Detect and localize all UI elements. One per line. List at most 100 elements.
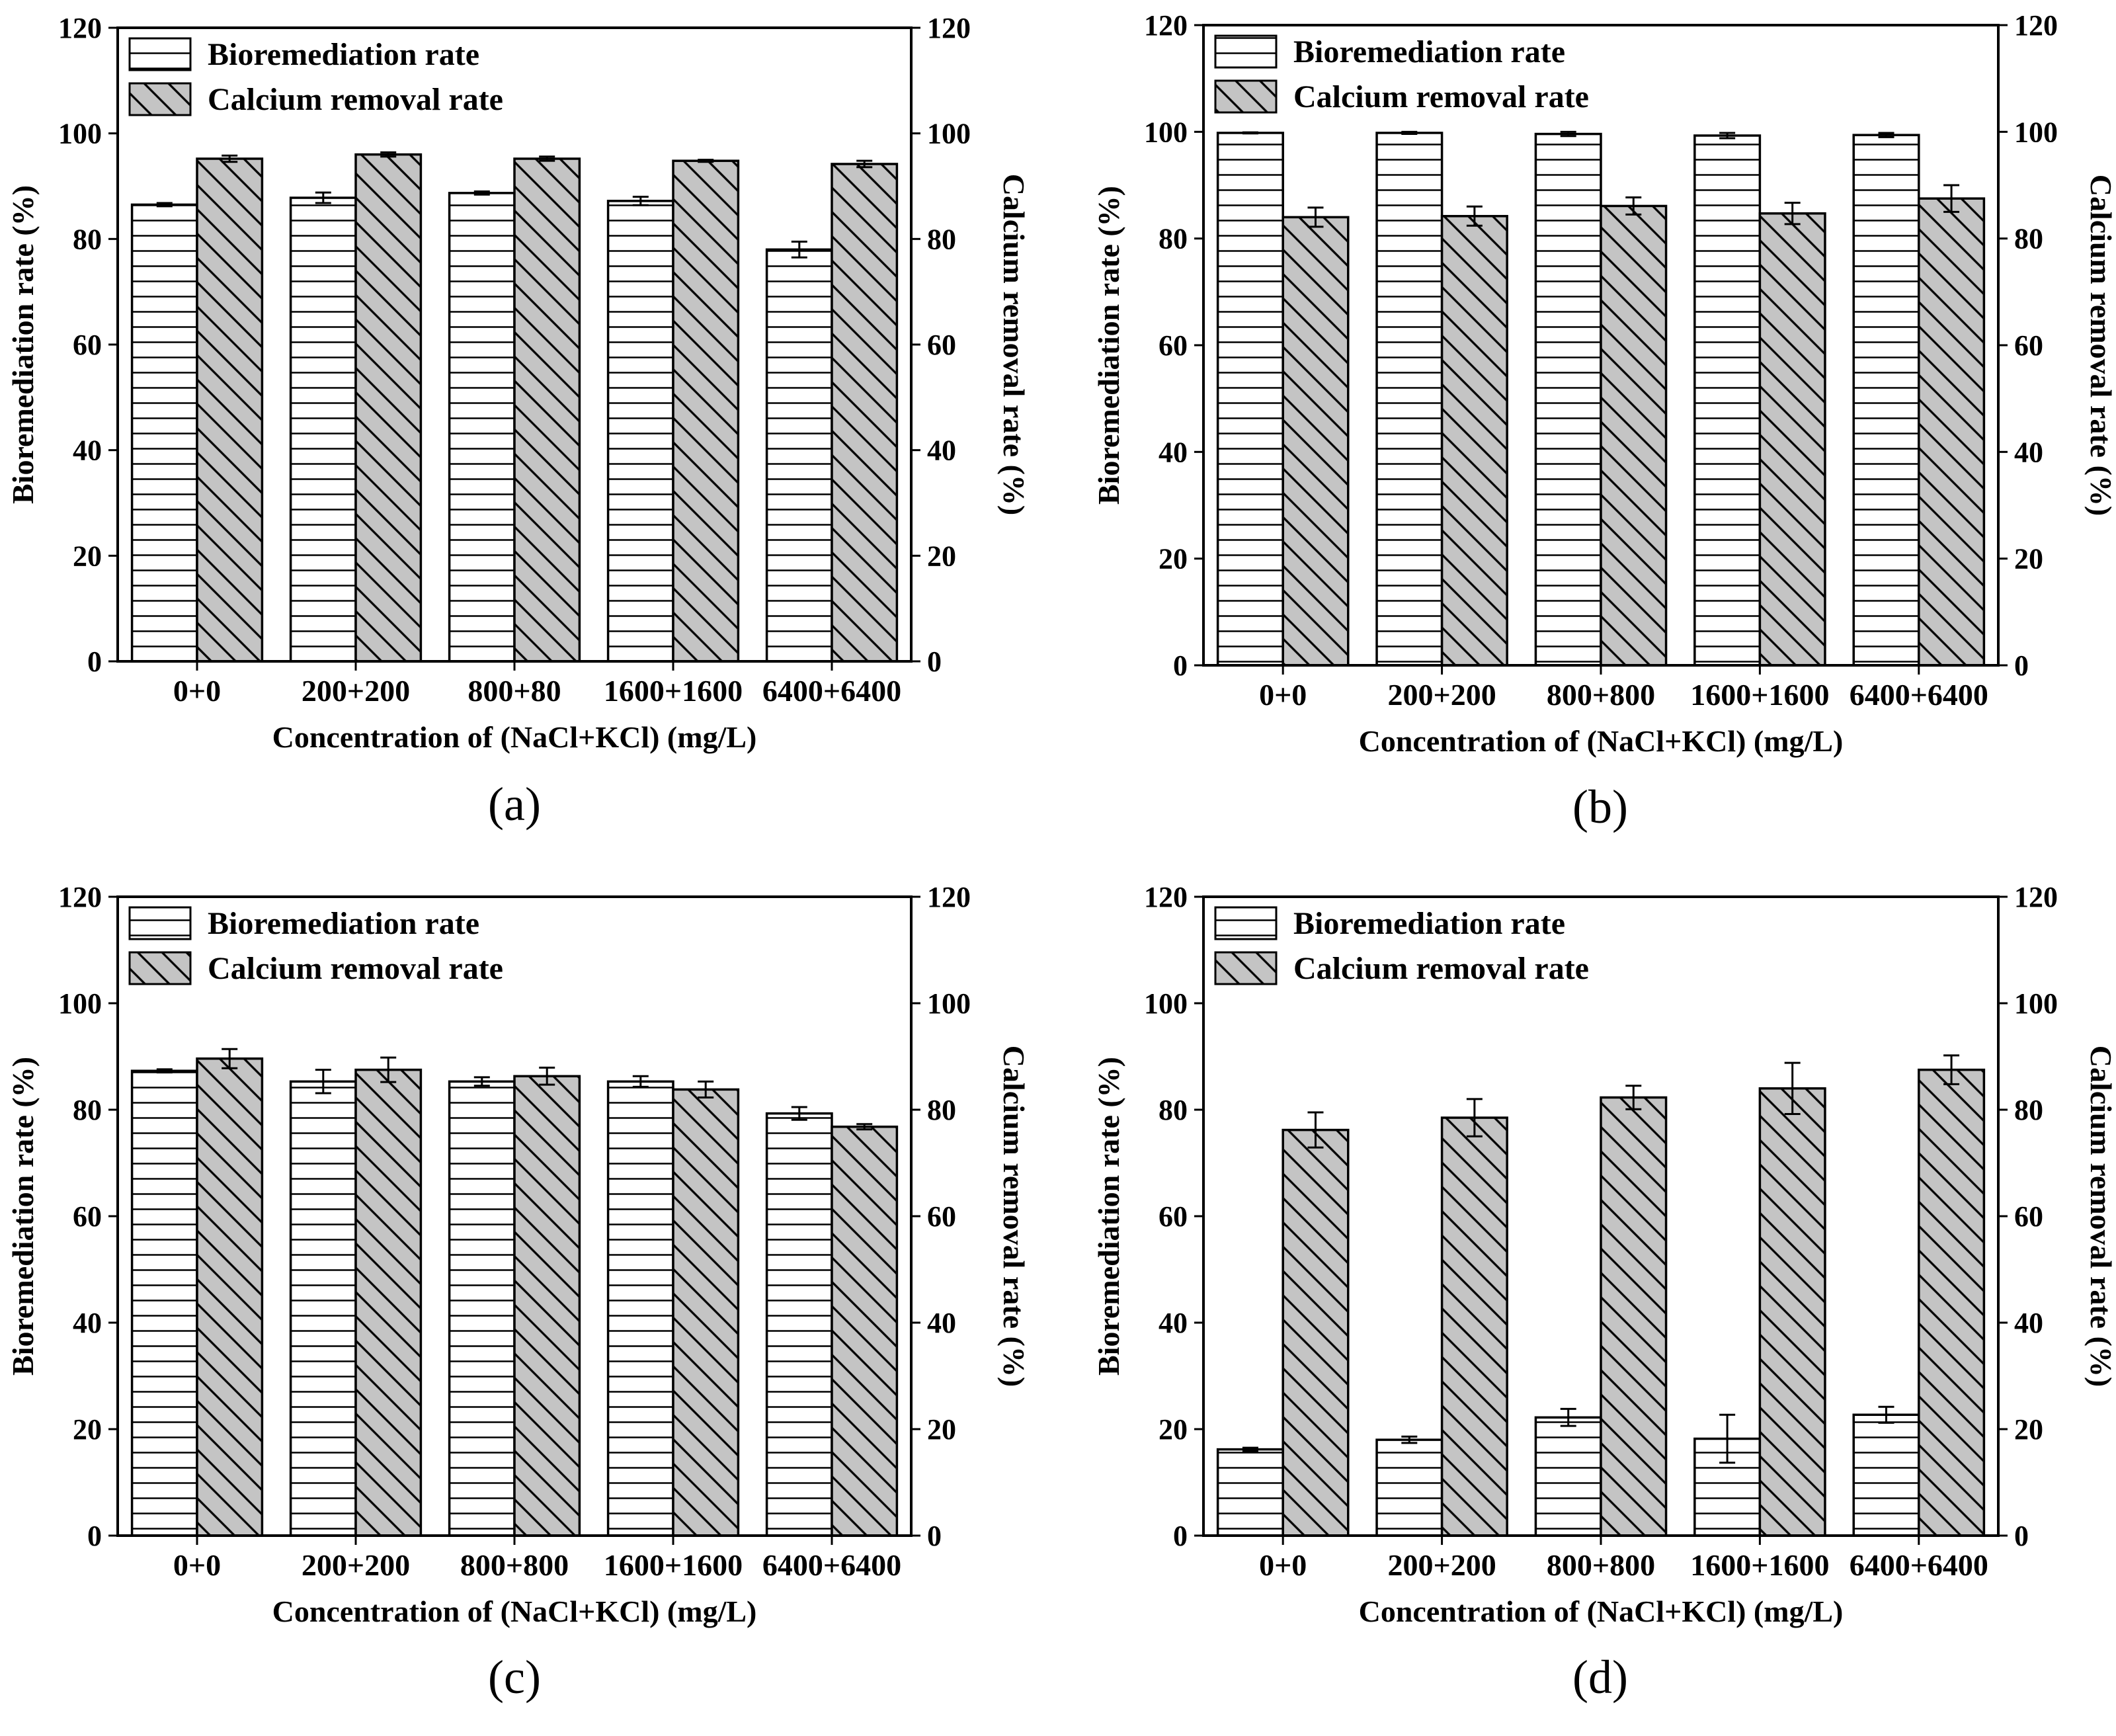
- calcium-bar-1: [1282, 1128, 1350, 1537]
- x-tick-label-3: 800+800: [1547, 678, 1655, 712]
- y-left-tick-label-2: 20: [73, 1413, 102, 1446]
- y-left-tick-label-1: 0: [1173, 649, 1188, 682]
- y-left-tick-label-1: 0: [87, 645, 102, 678]
- x-tick-label-2: 200+200: [1387, 678, 1496, 712]
- calcium-errorbar-1: [1307, 206, 1324, 228]
- chart-panel-2: 0+0 200+200 800+800 1600+1600 6400+6400 0 0 20 2…: [1092, 9, 2116, 833]
- calcium-bar-2: [1440, 215, 1508, 667]
- calcium-errorbar-2: [380, 1056, 397, 1083]
- bioremediation-errorbar-1: [156, 1068, 173, 1074]
- y-right-tick-label-2: 20: [2014, 1413, 2043, 1446]
- bioremediation-errorbar-2: [1401, 1435, 1418, 1444]
- y-right-tick-label-4: 60: [927, 329, 956, 361]
- legend-swatch-bioremediation: [1214, 906, 1278, 940]
- calcium-bar-2: [1440, 1116, 1508, 1537]
- y-right-tick-label-1: 0: [927, 645, 942, 678]
- calcium-bar-2: [354, 1068, 423, 1537]
- legend-swatch-bioremediation: [128, 37, 192, 71]
- x-tick-label-4: 1600+1600: [1690, 1548, 1829, 1582]
- calcium-bar-1: [196, 157, 264, 663]
- bioremediation-errorbar-5: [791, 240, 807, 259]
- y-left-tick-label-2: 20: [73, 540, 102, 572]
- x-axis-title: Concentration of (NaCl+KCl) (mg/L): [1359, 724, 1844, 758]
- y-left-tick-label-1: 0: [1173, 1520, 1188, 1552]
- y-right-tick-label-1: 0: [2014, 1520, 2029, 1552]
- y-right-tick-label-3: 40: [2014, 436, 2043, 468]
- x-axis-title: Concentration of (NaCl+KCl) (mg/L): [1359, 1594, 1844, 1628]
- x-tick-label-1: 0+0: [1259, 1548, 1307, 1582]
- calcium-errorbar-3: [539, 155, 555, 162]
- y-left-tick-label-2: 20: [1159, 1413, 1188, 1446]
- calcium-bar-3: [513, 157, 581, 663]
- calcium-bar-5: [1918, 197, 1986, 667]
- bioremediation-errorbar-5: [1878, 1405, 1894, 1424]
- x-tick-label-1: 0+0: [173, 1548, 221, 1582]
- y-axis-title-right: Calcium removal rate (%): [2084, 1046, 2116, 1387]
- calcium-bar-4: [1758, 212, 1826, 667]
- panel-caption: (c): [488, 1651, 541, 1704]
- bioremediation-errorbar-1: [156, 202, 173, 208]
- y-axis-title-right: Calcium removal rate (%): [997, 1046, 1031, 1387]
- y-left-tick-label-5: 80: [73, 1094, 102, 1126]
- bioremediation-errorbar-3: [473, 1076, 490, 1087]
- y-left-tick-label-3: 40: [73, 434, 102, 467]
- x-tick-label-3: 800+80: [468, 674, 561, 708]
- legend-label-calcium: Calcium removal rate: [208, 82, 503, 117]
- y-left-tick-label-5: 80: [1159, 223, 1188, 255]
- legend-label-calcium: Calcium removal rate: [1293, 79, 1589, 114]
- bioremediation-bar-4: [606, 200, 674, 663]
- calcium-bar-4: [672, 159, 740, 663]
- legend: Bioremediation rate Calcium removal rate: [128, 37, 503, 117]
- y-right-tick-label-1: 0: [2014, 649, 2029, 682]
- y-left-tick-label-4: 60: [1159, 329, 1188, 362]
- y-left-tick-label-5: 80: [1159, 1094, 1188, 1126]
- calcium-errorbar-4: [698, 1080, 714, 1098]
- bioremediation-bar-3: [448, 192, 516, 663]
- bioremediation-errorbar-5: [1878, 132, 1894, 138]
- y-right-tick-label-6: 100: [2014, 116, 2058, 148]
- y-right-tick-label-7: 120: [927, 12, 971, 44]
- calcium-bar-1: [196, 1057, 264, 1537]
- calcium-errorbar-3: [1625, 196, 1642, 216]
- bioremediation-bar-1: [1216, 1448, 1284, 1537]
- y-right-tick-label-3: 40: [927, 1307, 956, 1339]
- y-right-tick-label-6: 100: [927, 118, 971, 150]
- calcium-errorbar-1: [222, 154, 238, 163]
- x-tick-label-2: 200+200: [302, 1548, 410, 1582]
- y-left-tick-label-2: 20: [1159, 543, 1188, 575]
- y-right-tick-label-5: 80: [2014, 1094, 2043, 1126]
- legend-label-bioremediation: Bioremediation rate: [1293, 906, 1565, 941]
- bioremediation-bar-2: [1375, 1438, 1444, 1537]
- legend-label-bioremediation: Bioremediation rate: [1293, 34, 1565, 69]
- calcium-errorbar-3: [1625, 1085, 1642, 1110]
- calcium-errorbar-2: [1466, 205, 1483, 227]
- x-tick-label-5: 6400+6400: [762, 674, 901, 708]
- bioremediation-bar-2: [289, 196, 357, 663]
- y-left-tick-label-7: 120: [1144, 9, 1188, 42]
- y-right-tick-label-2: 20: [927, 540, 956, 572]
- bioremediation-errorbar-2: [315, 191, 331, 204]
- x-tick-label-4: 1600+1600: [1690, 678, 1829, 712]
- y-right-tick-label-7: 120: [2014, 881, 2058, 913]
- legend: Bioremediation rate Calcium removal rate: [1214, 906, 1589, 986]
- calcium-errorbar-4: [1784, 202, 1801, 226]
- y-right-tick-label-1: 0: [927, 1520, 942, 1552]
- y-left-tick-label-3: 40: [1159, 436, 1188, 468]
- legend-label-bioremediation: Bioremediation rate: [208, 906, 479, 941]
- bioremediation-bar-3: [448, 1080, 516, 1537]
- chart-panel-3: 0+0 200+200 800+800 1600+1600 6400+6400 0 0 20 2…: [6, 881, 1031, 1704]
- y-right-tick-label-3: 40: [2014, 1307, 2043, 1339]
- chart-panel-1: 0+0 200+200 800+80 1600+1600 6400+6400 0 0 20 20…: [6, 12, 1031, 831]
- calcium-errorbar-1: [1307, 1111, 1324, 1149]
- calcium-errorbar-5: [1943, 1054, 1960, 1085]
- x-tick-label-4: 1600+1600: [604, 1548, 743, 1582]
- x-tick-label-5: 6400+6400: [1850, 1548, 1988, 1582]
- y-left-tick-label-4: 60: [1159, 1200, 1188, 1233]
- y-right-tick-label-4: 60: [2014, 1200, 2043, 1233]
- x-tick-label-2: 200+200: [1387, 1548, 1496, 1582]
- x-tick-label-4: 1600+1600: [604, 674, 743, 708]
- y-axis-title-right: Calcium removal rate (%): [2084, 175, 2116, 517]
- calcium-bar-4: [1758, 1087, 1826, 1537]
- x-tick-label-3: 800+800: [460, 1548, 569, 1582]
- x-axis-title: Concentration of (NaCl+KCl) (mg/L): [272, 1594, 757, 1628]
